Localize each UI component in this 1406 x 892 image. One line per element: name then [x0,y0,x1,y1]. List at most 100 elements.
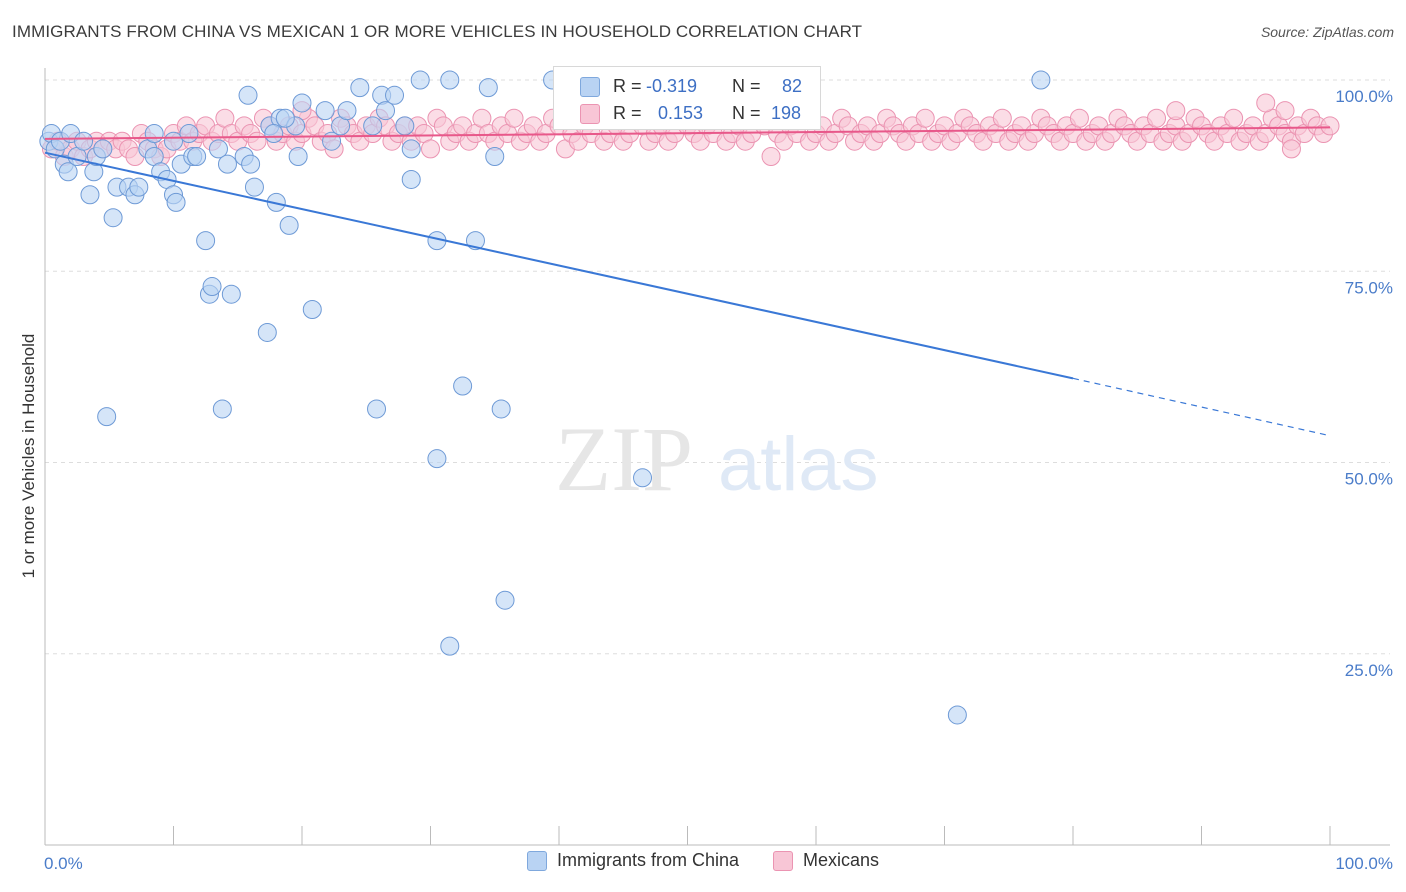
point-china [337,101,357,121]
trend-line-china [44,151,1074,380]
point-china [74,131,94,151]
point-china [315,101,335,121]
point-mexicans [761,147,781,166]
point-china [288,147,308,166]
watermark-atlas: atlas [718,422,879,507]
point-china [495,590,515,610]
point-china [129,177,149,197]
point-china [217,154,237,174]
point-china [103,208,123,228]
legend: Immigrants from China Mexicans [0,850,1406,871]
point-china [187,147,207,166]
point-china [401,139,421,159]
point-china [80,185,100,205]
point-mexicans [421,139,440,159]
point-mexicans [1281,139,1301,159]
r-value: -0.319 [646,76,698,96]
point-china [440,636,460,656]
point-china [164,131,183,151]
n-value: 82 [782,76,803,96]
point-china [633,468,653,488]
point-china [410,70,430,90]
trend-line-china-extension [1072,377,1331,437]
point-china [947,705,967,725]
point-china [97,407,117,427]
y-axis-label: 1 or more Vehicles in Household [19,334,38,579]
point-mexicans [1320,116,1340,136]
point-china [440,70,460,90]
chart-title: IMMIGRANTS FROM CHINA VS MEXICAN 1 OR MO… [12,22,863,41]
point-china [395,116,415,136]
point-china [279,215,299,235]
r-label: R = [613,103,642,123]
point-china [367,399,387,419]
source-label: Source: ZipAtlas.com [1260,24,1394,40]
point-china [93,139,113,159]
r-value: 0.153 [658,103,704,123]
point-china [196,231,216,251]
stats-row-mexicans: R = 0.153 N = 198 [554,101,822,127]
point-china [202,277,222,297]
point-china [376,101,396,121]
point-china [144,124,164,144]
point-china [350,78,370,98]
y-tick-label: 25.0% [1345,661,1393,680]
point-mexicans [504,108,524,128]
x-tick-label-max: 100.0% [1335,854,1393,873]
legend-swatch-china [526,850,547,871]
n-label: N = [732,103,761,123]
point-china [221,284,241,304]
point-mexicans [992,108,1012,128]
legend-item-china[interactable]: Immigrants from China [526,850,739,871]
point-china [58,162,78,182]
legend-item-mexicans[interactable]: Mexicans [773,850,879,871]
r-label: R = [613,76,642,96]
point-china [401,169,421,189]
point-mexicans [1069,108,1089,128]
point-mexicans [247,131,267,151]
stats-row-china: R = -0.319 N = 82 [554,74,822,100]
point-mexicans [1224,108,1244,128]
watermark: ZIP atlas [555,408,879,510]
point-china [212,399,232,419]
point-china [363,116,383,136]
point-china [427,449,447,469]
axes [44,68,1390,846]
point-mexicans [1166,101,1186,121]
point-china [244,177,264,197]
point-mexicans [1256,93,1276,113]
point-china [485,147,505,166]
point-china [453,376,473,396]
series-china [39,70,1051,725]
point-mexicans [1275,101,1295,121]
n-label: N = [732,76,761,96]
point-china [292,93,312,113]
stats-swatch-mexicans [580,104,600,124]
watermark-zip: ZIP [555,408,693,510]
x-tick-label-min: 0.0% [44,854,83,873]
n-value: 198 [771,103,802,123]
y-tick-label: 50.0% [1345,470,1393,489]
point-china [179,124,199,144]
point-china [241,154,261,174]
point-mexicans [1147,108,1167,128]
point-mexicans [915,108,935,128]
point-china [275,108,295,128]
point-china [1031,70,1051,90]
y-tick-label: 75.0% [1345,278,1393,297]
y-tick-label: 100.0% [1335,87,1393,106]
point-china [264,124,284,144]
trend-lines [44,126,1331,437]
point-china [166,192,186,212]
legend-label-mexicans: Mexicans [803,850,880,870]
point-china [465,231,485,251]
point-china [478,78,498,98]
point-china [208,139,228,159]
point-china [302,300,322,319]
legend-swatch-mexicans [773,850,794,871]
y-tick-labels: 25.0% 50.0% 75.0% 100.0% [1335,87,1393,680]
stats-box: R = -0.319 N = 82 R = 0.153 N = 198 [553,66,821,130]
point-china [491,399,511,419]
point-china [385,85,405,105]
stats-swatch-china [580,77,600,97]
